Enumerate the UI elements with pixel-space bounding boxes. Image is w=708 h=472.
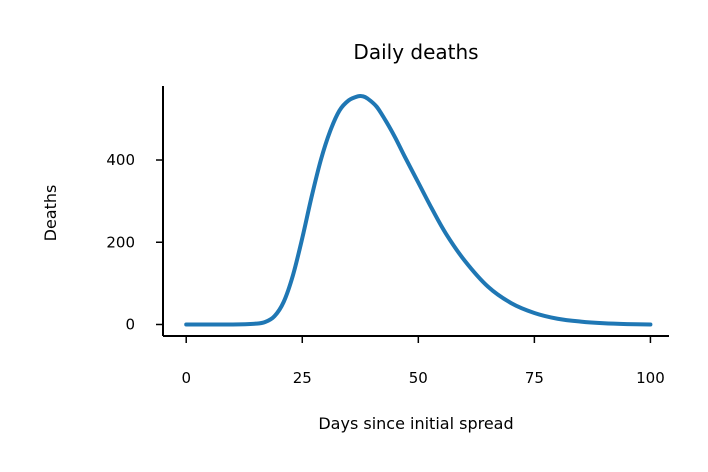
y-axis-label: Deaths (41, 185, 60, 242)
ticks: 0 25 50 75 100 0 200 400 (106, 151, 664, 387)
axes (162, 86, 669, 337)
x-tick-label: 100 (636, 369, 665, 387)
x-axis-label: Days since initial spread (318, 414, 513, 433)
x-tick-label: 0 (181, 369, 191, 387)
x-tick-label: 25 (293, 369, 312, 387)
y-tick-label: 400 (106, 151, 135, 169)
y-tick-label: 200 (106, 233, 135, 251)
x-tick-label: 50 (409, 369, 428, 387)
y-tick-label: 0 (125, 315, 135, 333)
plot-area (184, 93, 653, 327)
x-tick-label: 75 (525, 369, 544, 387)
chart-title: Daily deaths (353, 40, 478, 64)
series-line (184, 93, 653, 327)
